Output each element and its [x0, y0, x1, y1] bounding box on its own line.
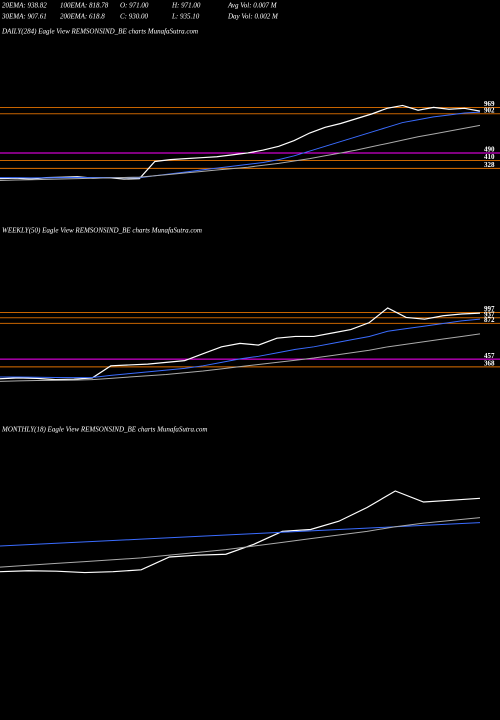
- price-line: [0, 104, 481, 180]
- header-item: C: 930.00: [120, 13, 149, 21]
- header-item: Day Vol: 0.002 M: [227, 13, 279, 21]
- level-label: 328: [484, 161, 495, 169]
- level-label: 969: [484, 100, 495, 108]
- panel-title: DAILY(284) Eagle View REMSONSIND_BE char…: [1, 28, 198, 36]
- price-line: [0, 318, 481, 379]
- level-label: 457: [484, 352, 495, 360]
- header-item: Avg Vol: 0.007 M: [227, 2, 278, 10]
- panel-title: MONTHLY(18) Eagle View REMSONSIND_BE cha…: [1, 426, 207, 434]
- panel-title: WEEKLY(50) Eagle View REMSONSIND_BE char…: [2, 227, 202, 235]
- header-item: 100EMA: 818.78: [60, 2, 109, 10]
- level-label: 937: [484, 310, 495, 318]
- level-label: 902: [484, 106, 495, 114]
- header-item: H: 971.00: [171, 2, 201, 10]
- price-line: [0, 124, 481, 181]
- level-label: 368: [484, 359, 495, 367]
- header-item: O: 971.00: [120, 2, 149, 10]
- level-label: 872: [484, 316, 495, 324]
- header-item: 200EMA: 618.8: [60, 13, 105, 21]
- level-label: 410: [484, 153, 495, 161]
- price-line: [0, 333, 481, 382]
- price-line: [0, 111, 481, 179]
- price-line: [0, 517, 481, 568]
- level-label: 490: [484, 146, 495, 154]
- header-item: 30EMA: 907.61: [1, 13, 47, 21]
- header-item: L: 935.10: [171, 13, 200, 21]
- price-line: [0, 307, 481, 381]
- price-line: [0, 490, 481, 574]
- header: 20EMA: 938.82 100EMA: 818.78 O: 971.00 H…: [1, 2, 279, 21]
- level-label: 997: [484, 305, 495, 313]
- header-item: 20EMA: 938.82: [2, 2, 47, 10]
